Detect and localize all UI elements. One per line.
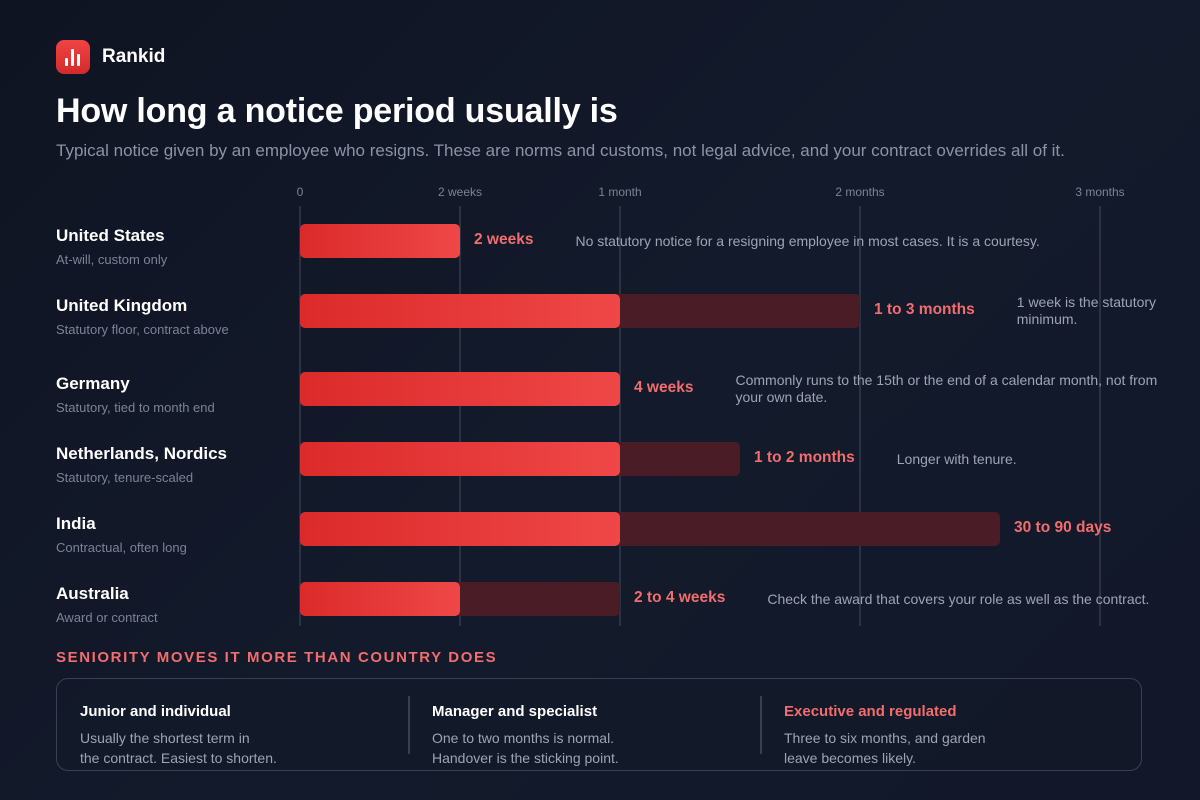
row-note: No statutory notice for a resigning empl… — [575, 232, 1040, 249]
value-label: 30 to 90 days — [1014, 519, 1112, 536]
seniority-column-junior: Junior and individual Usually the shorte… — [80, 703, 380, 768]
typical-bar — [300, 442, 620, 476]
range-bar — [614, 512, 1000, 546]
typical-bar — [300, 372, 620, 406]
seniority-panel: Junior and individual Usually the shorte… — [56, 678, 1142, 771]
typical-bar — [300, 512, 620, 546]
country-regime: At-will, custom only — [56, 252, 168, 267]
bar-chart-icon — [56, 40, 90, 74]
range-bar — [454, 582, 620, 616]
country-regime: Statutory, tied to month end — [56, 400, 215, 415]
typical-bar — [300, 224, 460, 258]
x-tick-label: 3 months — [1075, 185, 1124, 199]
column-text: Three to six months, and garden leave be… — [784, 730, 986, 766]
row-note: Check the award that covers your role as… — [767, 590, 1150, 607]
x-tick-label: 1 month — [598, 185, 641, 199]
row-note: Longer with tenure. — [896, 450, 1017, 467]
row-note: Commonly runs to the 15th or the end of … — [735, 372, 1158, 405]
brand: Rankid — [56, 40, 165, 74]
page-title: How long a notice period usually is — [56, 92, 618, 130]
seniority-column-executive: Executive and regulated Three to six mon… — [784, 703, 1084, 768]
column-divider — [760, 696, 762, 754]
value-label: 2 weeks — [474, 231, 534, 248]
value-label: 1 to 2 months — [754, 449, 855, 466]
country-name: Netherlands, Nordics — [56, 444, 227, 463]
country-name: Australia — [56, 584, 129, 603]
column-text: Usually the shortest term in the contrac… — [80, 730, 277, 766]
value-label: 2 to 4 weeks — [634, 589, 726, 606]
column-title: Manager and specialist — [432, 703, 598, 720]
value-label: 4 weeks — [634, 379, 694, 396]
range-bar — [614, 442, 740, 476]
country-regime: Statutory, tenure-scaled — [56, 470, 194, 485]
column-text: One to two months is normal. Handover is… — [432, 730, 619, 766]
country-regime: Award or contract — [56, 610, 158, 625]
country-name: United Kingdom — [56, 296, 188, 315]
typical-bar — [300, 294, 620, 328]
brand-name: Rankid — [102, 46, 166, 67]
country-regime: Statutory floor, contract above — [56, 322, 229, 337]
value-label: 1 to 3 months — [874, 301, 975, 318]
seniority-column-manager: Manager and specialist One to two months… — [432, 703, 732, 768]
x-tick-label: 0 — [297, 185, 304, 199]
column-divider — [408, 696, 410, 754]
seniority-heading: SENIORITY MOVES IT MORE THAN COUNTRY DOE… — [56, 649, 498, 666]
country-regime: Contractual, often long — [56, 540, 187, 555]
range-bar — [614, 294, 860, 328]
row-note: 1 week is the statutory minimum. — [1016, 294, 1157, 327]
typical-bar — [300, 582, 460, 616]
x-tick-label: 2 weeks — [438, 185, 482, 199]
country-name: United States — [56, 226, 165, 245]
page-subtitle: Typical notice given by an employee who … — [56, 141, 1065, 160]
notice-period-chart: 0 2 weeks 1 month 2 months 3 months — [297, 185, 1125, 626]
column-title: Junior and individual — [80, 703, 231, 720]
country-name: Germany — [56, 374, 130, 393]
column-title: Executive and regulated — [784, 703, 957, 720]
country-name: India — [56, 514, 96, 533]
x-tick-label: 2 months — [835, 185, 884, 199]
